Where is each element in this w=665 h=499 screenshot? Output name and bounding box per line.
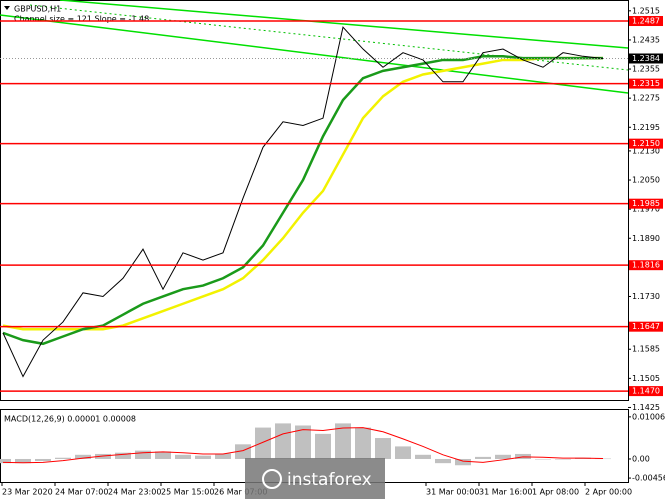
x-tick-label: 2 Apr 00:00 <box>585 488 632 497</box>
watermark-text: instaforex <box>287 470 372 490</box>
y-tick-label: 1.1425 <box>632 403 660 412</box>
macd-bar <box>475 456 491 459</box>
macd-bar <box>175 454 191 459</box>
y-tick-label: 1.2195 <box>632 123 660 132</box>
macd-bar <box>295 425 311 459</box>
macd-bar <box>15 458 31 464</box>
macd-bar <box>355 427 371 459</box>
macd-bar <box>35 458 51 462</box>
macd-bar <box>495 454 511 459</box>
level-label: 1.2315 <box>632 79 660 88</box>
macd-bar <box>135 450 151 459</box>
macd-bar <box>435 458 451 464</box>
macd-bar <box>215 453 231 459</box>
level-label: 1.2150 <box>632 139 660 148</box>
y-tick-label: 1.2515 <box>632 6 660 15</box>
macd-bar <box>75 454 91 459</box>
y-tick-label: 1.2275 <box>632 94 660 103</box>
macd-bar <box>115 452 131 459</box>
x-tick-label: 23 Mar 2020 <box>2 488 53 497</box>
level-label-bg <box>629 78 663 89</box>
level-label: 1.1647 <box>632 322 660 331</box>
y-tick-label: 1.1730 <box>632 292 660 301</box>
level-label: 1.2487 <box>632 17 660 26</box>
subtitle: Channel size = 121 Slope = -1.48 <box>14 15 149 24</box>
level-label-bg <box>629 198 663 209</box>
level-label-bg <box>629 386 663 397</box>
macd-bar <box>555 458 571 460</box>
macd-bar <box>395 446 411 459</box>
y-tick-label: 1.1505 <box>632 374 660 383</box>
watermark-icon <box>262 469 282 489</box>
level-label: 1.1470 <box>632 387 660 396</box>
y-tick-label: 1.1890 <box>632 234 660 243</box>
macd-title: MACD(12,26,9) 0.00001 0.00008 <box>4 415 136 424</box>
line-series <box>2 26 604 378</box>
x-tick-label: 31 Mar 00:00 <box>426 488 479 497</box>
macd-bar <box>315 433 331 459</box>
main-panel <box>0 0 629 401</box>
line-series <box>2 427 604 464</box>
line-series <box>2 55 603 346</box>
level-label: 1.1816 <box>632 261 660 270</box>
channel-bottom <box>0 14 629 94</box>
macd-bar <box>535 458 551 460</box>
y-tick-label: 1.1970 <box>632 205 660 214</box>
level-label-bg <box>629 321 663 332</box>
line-series <box>2 56 603 331</box>
x-tick-label: 25 Mar 15:00 <box>161 488 214 497</box>
macd-bar <box>235 444 251 459</box>
y-tick-label: 1.2130 <box>632 146 660 155</box>
x-tick-label: 1 Apr 08:00 <box>532 488 579 497</box>
macd-bar <box>0 458 11 464</box>
y-tick-label: 1.2355 <box>632 65 660 74</box>
symbol-arrow <box>4 6 10 10</box>
macd-bar <box>155 451 171 459</box>
level-label: 1.1985 <box>632 199 660 208</box>
level-label-bg <box>629 16 663 27</box>
macd-bar <box>55 457 71 459</box>
macd-bar <box>455 458 471 466</box>
macd-tick-label: -0.00456 <box>632 474 665 483</box>
y-tick-label: 1.1585 <box>632 345 660 354</box>
y-tick-label: 1.2435 <box>632 35 660 44</box>
y-tick-label: 1.2050 <box>632 176 660 185</box>
x-tick-label: 31 Mar 16:00 <box>479 488 532 497</box>
current-price-label: 1.2384 <box>632 54 660 63</box>
x-tick-label: 26 Mar 07:00 <box>214 488 267 497</box>
current-price-bg <box>629 53 663 64</box>
watermark: instaforex <box>245 458 385 499</box>
level-label-bg <box>629 138 663 149</box>
macd-tick-label: 0.01006 <box>632 412 665 421</box>
macd-bar <box>335 423 351 459</box>
macd-tick-label: 0.00 <box>632 454 650 463</box>
macd-bar <box>275 423 291 459</box>
symbol: GBPUSD,H1 <box>14 5 61 14</box>
x-tick-label: 24 Mar 23:00 <box>108 488 161 497</box>
channel-top <box>59 0 629 49</box>
macd-bar <box>255 427 271 459</box>
level-label-bg <box>629 260 663 271</box>
macd-bar <box>595 458 611 460</box>
macd-bar <box>375 438 391 459</box>
x-tick-label: 24 Mar 07:00 <box>55 488 108 497</box>
watermark-box <box>245 458 385 499</box>
macd-bar <box>195 455 211 459</box>
macd-bar <box>415 454 431 459</box>
